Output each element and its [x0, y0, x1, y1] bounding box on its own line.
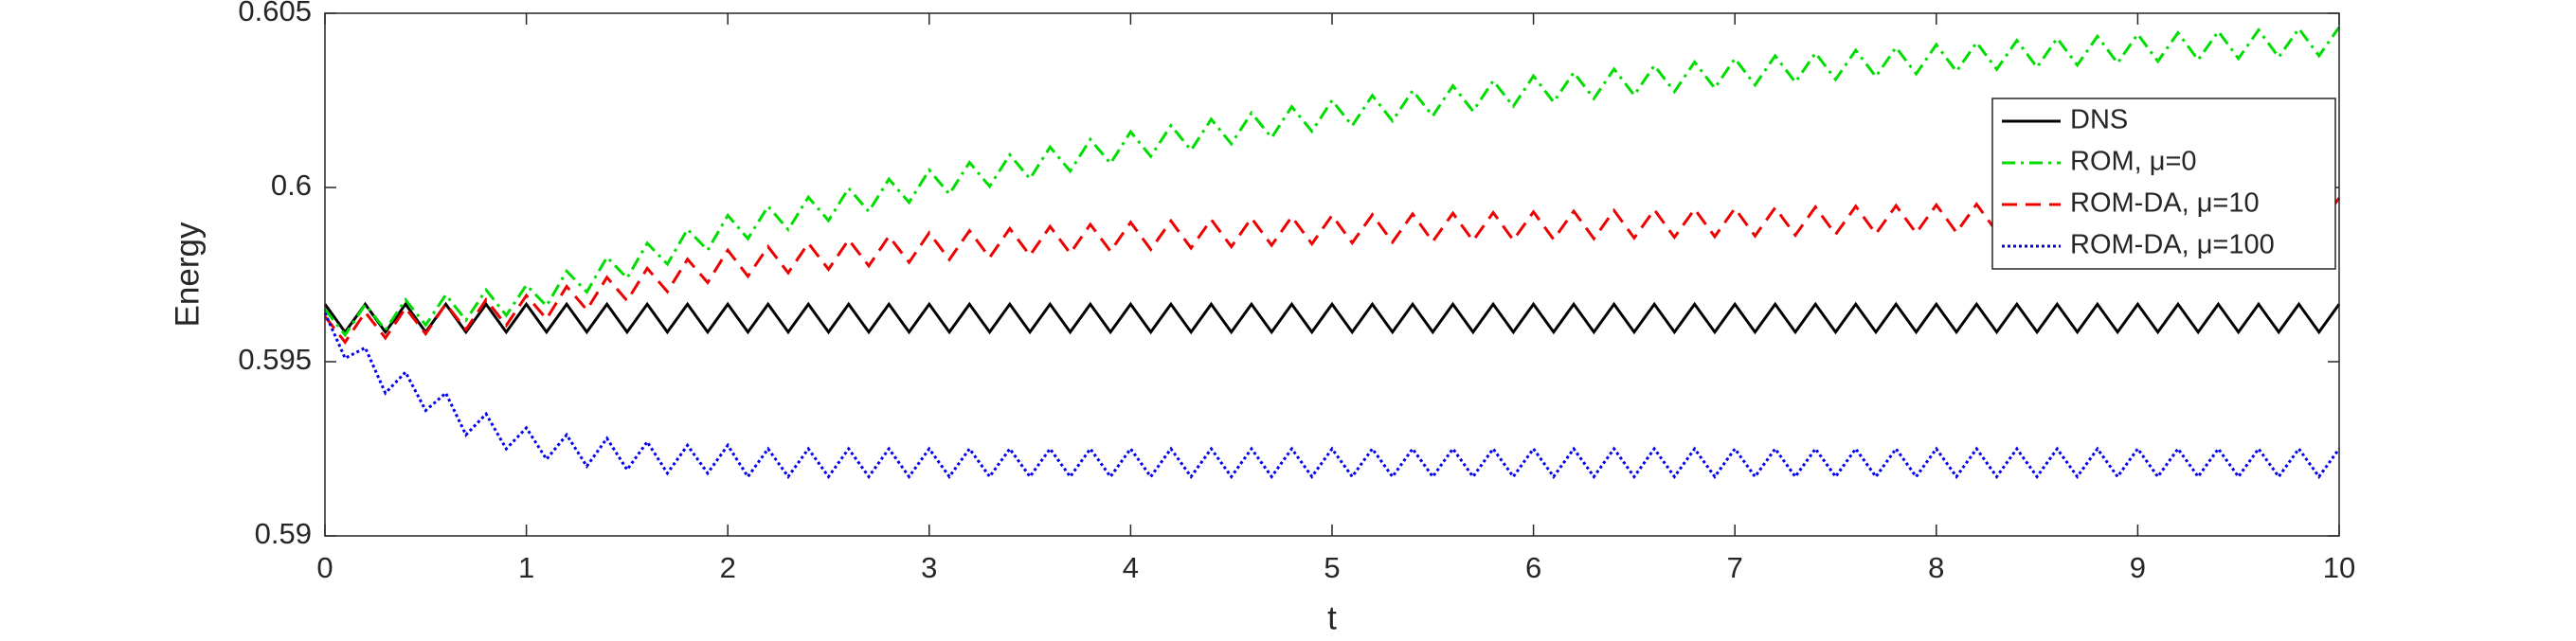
- x-tick-label: 1: [518, 551, 534, 584]
- data-line: [323, 301, 2341, 335]
- y-tick-label: 0.59: [255, 517, 312, 550]
- legend-box: [1991, 98, 2336, 270]
- x-tick-label: 3: [921, 551, 937, 584]
- legend-label: ROM-DA, μ=10: [2070, 188, 2260, 219]
- legend-label: DNS: [2070, 105, 2128, 135]
- legend: DNS ROM, μ=0 ROM-DA, μ=10 ROM-DA, μ=100: [1991, 98, 2336, 270]
- x-tick-label: 7: [1727, 551, 1743, 584]
- y-tick-label: 0.595: [238, 343, 312, 376]
- y-axis-label: Energy: [169, 222, 206, 327]
- x-tick-label: 5: [1324, 551, 1340, 584]
- legend-label: ROM, μ=0: [2070, 147, 2197, 177]
- x-tick-label: 9: [2130, 551, 2146, 584]
- axes-box: [324, 12, 2340, 537]
- y-tick-label: 0.6: [271, 169, 312, 202]
- y-tick-label: 0.605: [238, 0, 312, 27]
- x-tick-label: 4: [1123, 551, 1139, 584]
- x-tick-label: 10: [2323, 551, 2355, 584]
- data-line: [323, 312, 2341, 480]
- legend-label: ROM-DA, μ=100: [2070, 230, 2275, 260]
- x-tick-label: 8: [1928, 551, 1944, 584]
- x-tick-label: 6: [1525, 551, 1541, 584]
- plot-area: [325, 13, 2339, 536]
- x-tick-label: 0: [316, 551, 333, 584]
- x-axis-label: t: [1327, 599, 1337, 636]
- x-tick-label: 2: [720, 551, 736, 584]
